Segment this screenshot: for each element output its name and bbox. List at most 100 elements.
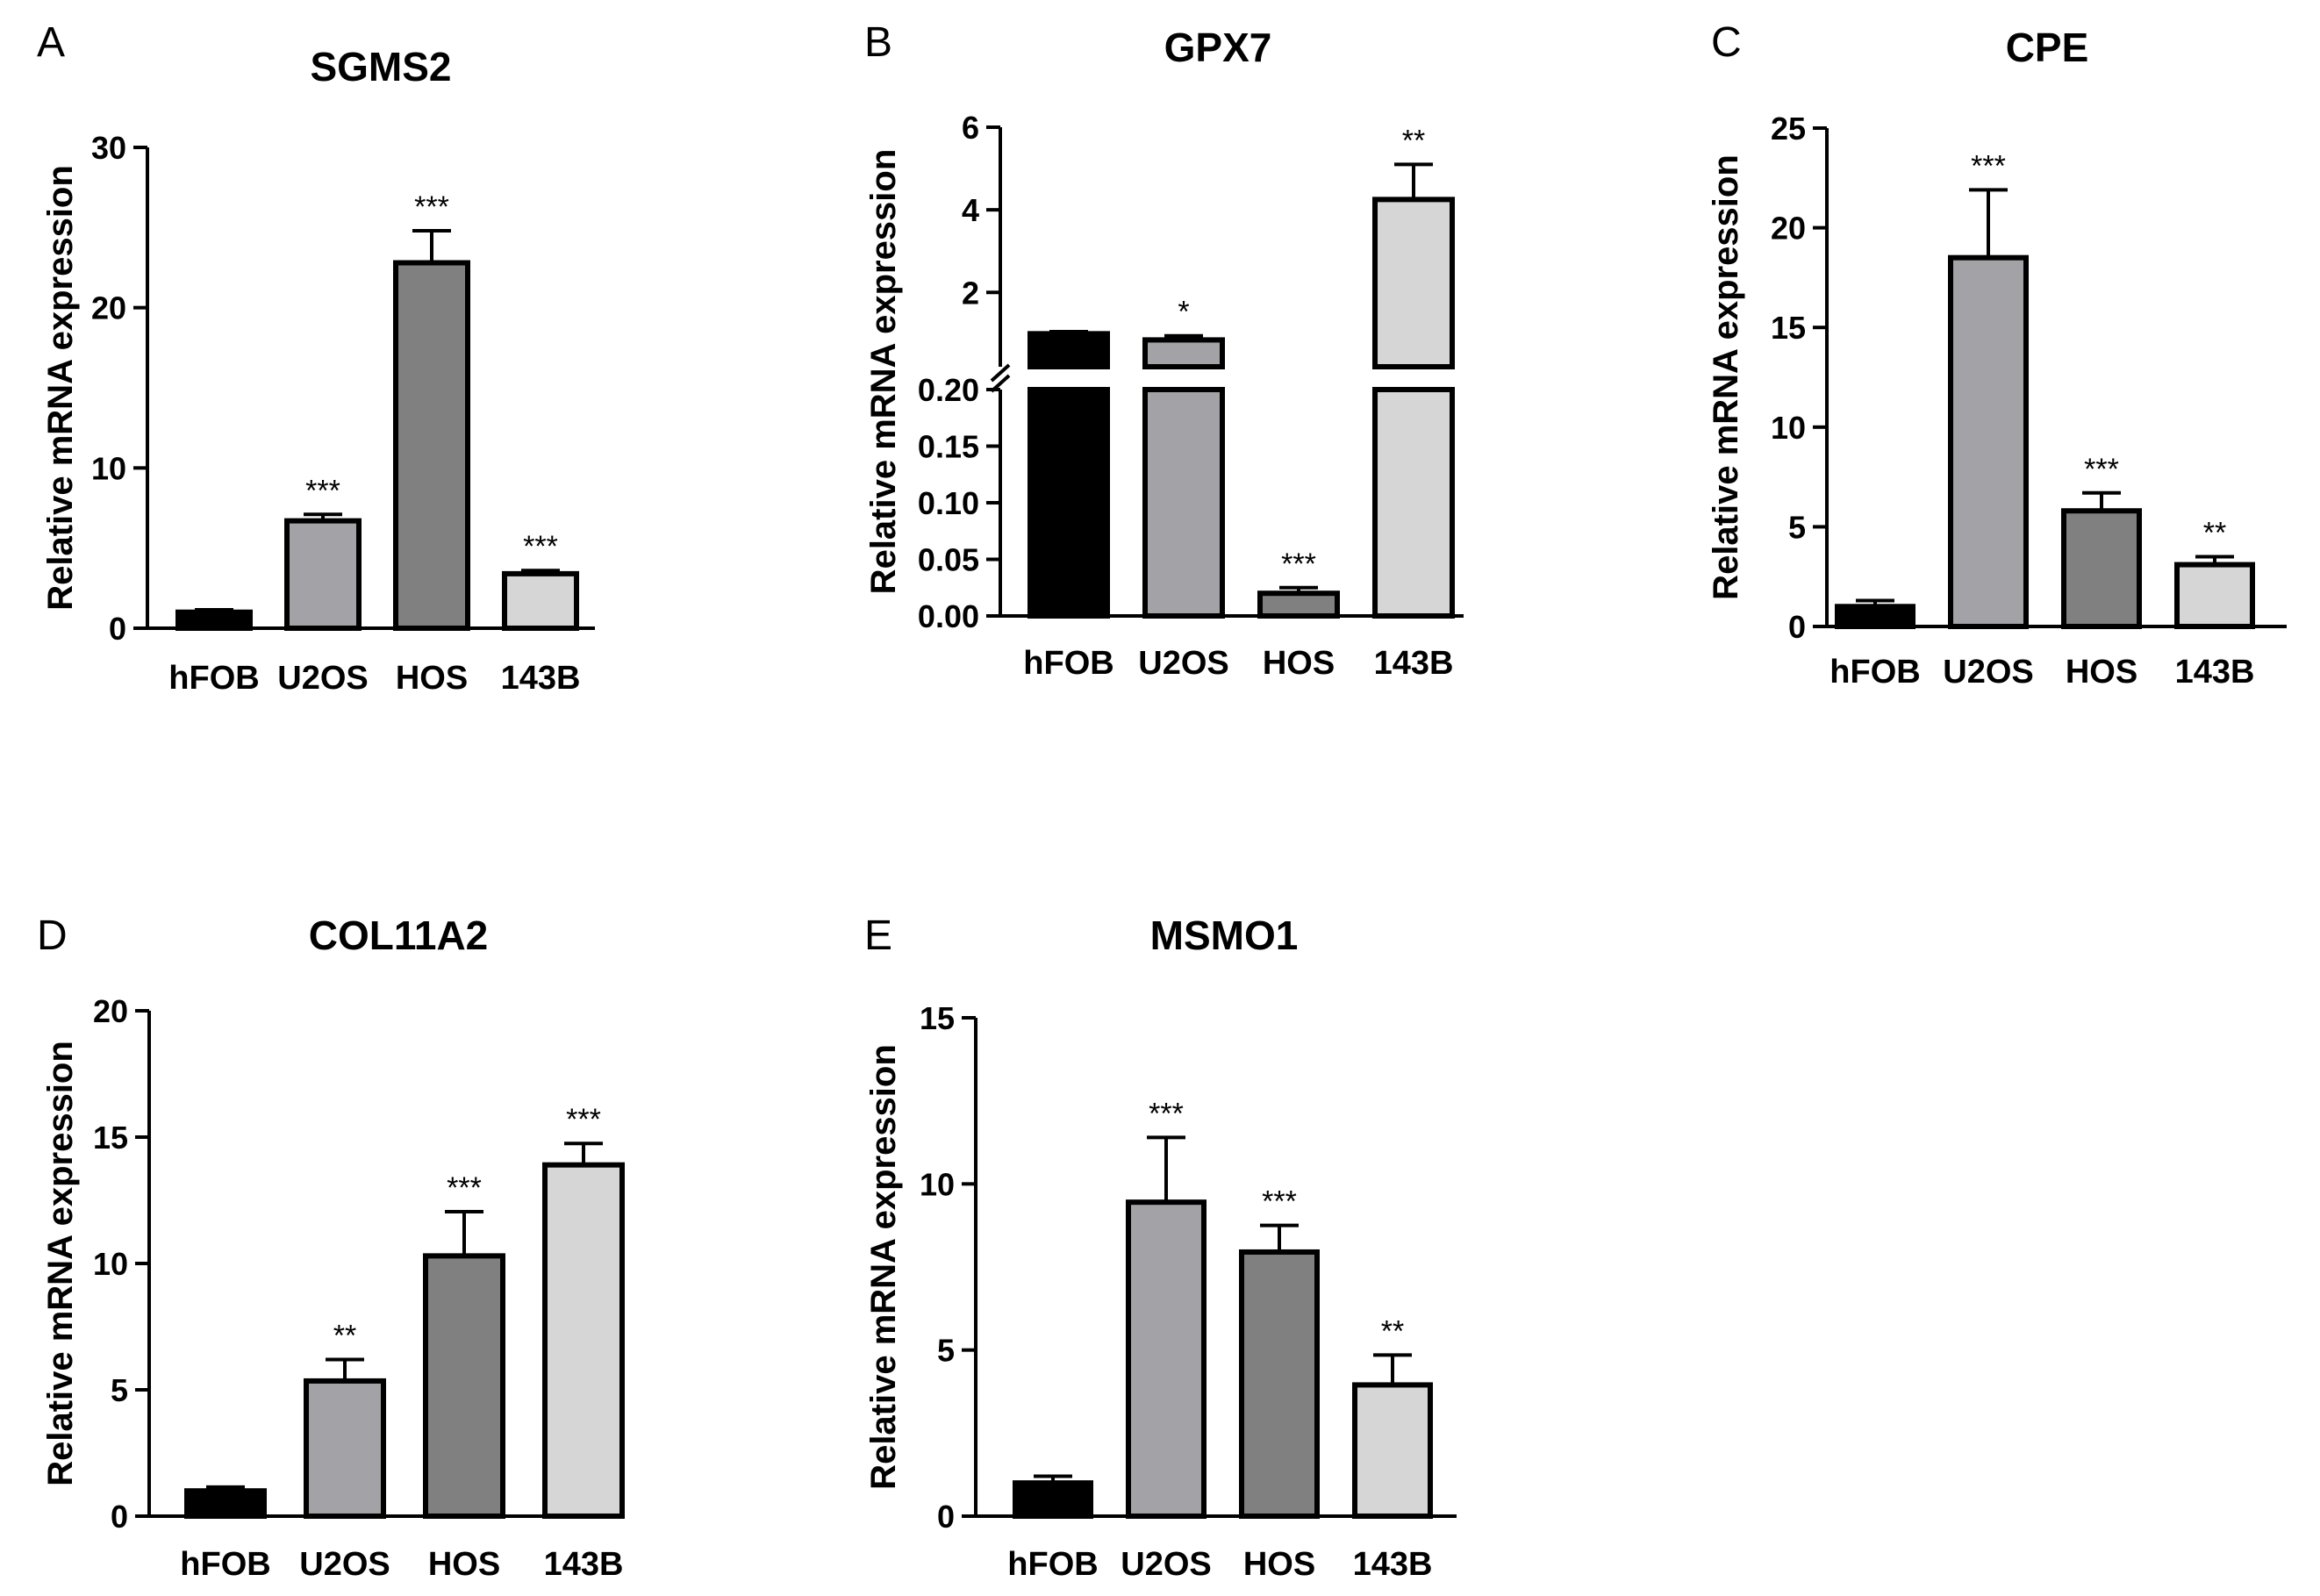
x-tick-label: 143B — [2175, 654, 2255, 691]
y-tick-label: 0 — [111, 1499, 128, 1535]
chart-panel-c: C CPE Relative mRNA expression 0 5 10 15 20 25 hF… — [1707, 19, 2287, 691]
y-tick-label: 30 — [91, 130, 126, 166]
bar-hos — [393, 260, 470, 631]
y-tick-label: 20 — [93, 993, 128, 1029]
bar-143b — [1372, 197, 1455, 369]
y-tick-label: 0 — [937, 1499, 955, 1535]
bar-143b — [502, 570, 579, 631]
x-tick-label: 143B — [1374, 645, 1454, 682]
chart-title: CPE — [2006, 25, 2089, 70]
bar-hfob — [184, 1488, 267, 1519]
panel-label: B — [864, 19, 892, 66]
chart-title: GPX7 — [1164, 25, 1272, 70]
axis-break-mark — [990, 363, 1011, 383]
y-tick-label: 10 — [920, 1166, 955, 1202]
bar-hfob — [1835, 604, 1915, 630]
bar-hfob — [175, 609, 253, 632]
x-tick-label: U2OS — [299, 1546, 390, 1583]
significance-label: ** — [1402, 124, 1425, 157]
significance-label: *** — [1262, 1185, 1297, 1219]
x-tick-label: HOS — [428, 1546, 500, 1583]
y-tick-label: 0.05 — [918, 542, 979, 578]
bar-hfob — [1013, 1480, 1093, 1519]
bar-u2os — [304, 1378, 386, 1520]
chart-title: SGMS2 — [310, 44, 451, 89]
chart-panel-d: D COL11A2 Relative mRNA expression 0 5 10 15 20… — [37, 913, 625, 1583]
significance-label: ** — [1381, 1314, 1404, 1348]
significance-label: ** — [333, 1319, 356, 1352]
x-tick-label: U2OS — [1121, 1546, 1211, 1583]
panel-label: D — [37, 913, 68, 959]
x-tick-label: HOS — [2066, 654, 2137, 691]
y-tick-label: 10 — [1771, 410, 1806, 446]
bar-u2os-lower — [1142, 387, 1225, 619]
x-tick-label: U2OS — [1138, 645, 1228, 682]
x-tick-label: hFOB — [1023, 645, 1113, 682]
x-tick-label: 143B — [501, 660, 581, 697]
y-tick-label: 0 — [109, 611, 126, 647]
y-tick-label: 6 — [962, 110, 979, 146]
bar-u2os — [1948, 254, 2029, 629]
y-tick-label: 15 — [920, 1000, 955, 1036]
axis-break-gap — [1140, 370, 1228, 386]
significance-label: *** — [1281, 548, 1316, 581]
panel-label: A — [37, 19, 65, 66]
bar-hos — [423, 1253, 505, 1519]
y-tick-label: 4 — [962, 192, 979, 228]
bar-143b — [542, 1162, 625, 1520]
bar-hos — [2061, 508, 2142, 629]
panel-label: E — [864, 913, 892, 959]
y-axis-label: Relative mRNA expression — [864, 1044, 903, 1490]
x-tick-label: HOS — [1243, 1546, 1315, 1583]
bar-u2os — [1142, 337, 1225, 370]
x-tick-label: hFOB — [168, 660, 259, 697]
y-tick-label: 0 — [1788, 609, 1806, 645]
bar-143b — [2174, 562, 2255, 629]
bar-u2os — [1126, 1199, 1207, 1520]
panel-label: C — [1711, 19, 1742, 66]
y-tick-label: 0.20 — [918, 372, 979, 408]
y-tick-label: 10 — [93, 1246, 128, 1282]
significance-label: *** — [447, 1171, 482, 1205]
y-tick-label: 5 — [111, 1372, 128, 1408]
significance-label: *** — [1971, 149, 2006, 183]
bar-hfob-lower — [1028, 387, 1110, 619]
x-tick-label: U2OS — [277, 660, 368, 697]
axis-break-gap — [1370, 370, 1457, 386]
y-axis-label: Relative mRNA expression — [864, 149, 903, 595]
y-tick-label: 0.10 — [918, 485, 979, 521]
y-axis-label: Relative mRNA expression — [1707, 154, 1745, 600]
bar-hos — [1239, 1249, 1320, 1519]
y-tick-label: 25 — [1771, 111, 1806, 147]
x-tick-label: HOS — [396, 660, 468, 697]
y-tick-label: 5 — [937, 1333, 955, 1369]
significance-label: *** — [414, 190, 449, 224]
significance-label: ** — [2203, 516, 2226, 549]
y-axis-label: Relative mRNA expression — [41, 165, 80, 611]
x-tick-label: U2OS — [1943, 654, 2033, 691]
y-tick-label: 15 — [1771, 310, 1806, 346]
y-tick-label: 20 — [1771, 211, 1806, 247]
chart-title: MSMO1 — [1150, 913, 1299, 958]
x-tick-label: 143B — [1353, 1546, 1433, 1583]
y-tick-label: 20 — [91, 290, 126, 326]
y-tick-label: 10 — [91, 450, 126, 486]
significance-label: *** — [523, 530, 558, 563]
y-tick-label: 0.00 — [918, 598, 979, 634]
y-tick-label: 0.15 — [918, 429, 979, 465]
bar-hfob — [1028, 331, 1110, 369]
axis-break-gap — [1025, 370, 1113, 386]
significance-label: *** — [1149, 1097, 1184, 1130]
significance-label: *** — [305, 474, 340, 507]
chart-panel-b: B GPX7 Relative mRNA expression 0.00 0.05 0.1… — [864, 19, 1464, 682]
significance-label: *** — [566, 1103, 601, 1136]
y-axis-label: Relative mRNA expression — [41, 1041, 80, 1486]
significance-label: *** — [2084, 453, 2119, 486]
bar-143b — [1352, 1382, 1433, 1519]
significance-label: * — [1178, 296, 1189, 329]
y-tick-label: 5 — [1788, 509, 1806, 545]
x-tick-label: hFOB — [180, 1546, 270, 1583]
bar-hos — [1257, 590, 1340, 619]
chart-panel-e: E MSMO1 Relative mRNA expression 0 5 10 15 hFOB… — [864, 913, 1457, 1583]
